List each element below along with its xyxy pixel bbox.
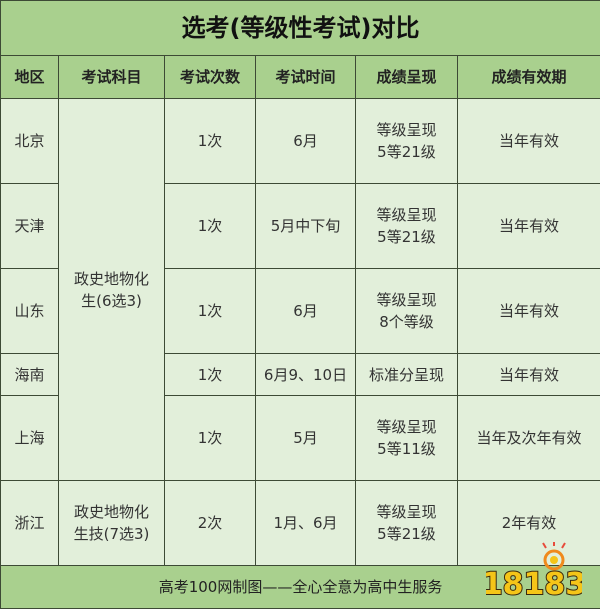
footer-credit: 高考100网制图——全心全意为高中生服务 (0, 565, 600, 609)
header-validity: 成绩有效期 (456, 55, 600, 99)
cell-times: 1次 (164, 268, 256, 354)
cell-times: 1次 (164, 183, 256, 269)
cell-times: 2次 (164, 480, 256, 566)
cell-times: 1次 (164, 353, 256, 396)
cell-date: 6月 (255, 268, 356, 354)
cell-score: 等级呈现 5等11级 (355, 395, 458, 481)
table-title: 选考(等级性考试)对比 (0, 0, 600, 56)
cell-validity: 2年有效 (456, 480, 600, 566)
cell-date: 5月中下旬 (255, 183, 356, 269)
table-row: 天津 1次 5月中下旬 等级呈现 5等21级 当年有效 (0, 183, 600, 269)
cell-score: 等级呈现 8个等级 (355, 268, 458, 354)
cell-region: 海南 (0, 353, 59, 396)
cell-validity: 当年有效 (456, 268, 600, 354)
cell-date: 6月 (255, 98, 356, 184)
cell-score: 标准分呈现 (355, 353, 458, 396)
table-row: 海南 1次 6月9、10日 标准分呈现 当年有效 (0, 353, 600, 396)
header-date: 考试时间 (255, 55, 356, 99)
header-times: 考试次数 (164, 55, 256, 99)
cell-region: 上海 (0, 395, 59, 481)
cell-date: 1月、6月 (255, 480, 356, 566)
cell-subjects: 政史地物化 生技(7选3) (58, 480, 165, 566)
cell-score: 等级呈现 5等21级 (355, 183, 458, 269)
cell-date: 6月9、10日 (255, 353, 356, 396)
cell-times: 1次 (164, 98, 256, 184)
svg-text:18183: 18183 (486, 567, 582, 602)
cell-region: 浙江 (0, 480, 59, 566)
cell-date: 5月 (255, 395, 356, 481)
cell-score: 等级呈现 5等21级 (355, 98, 458, 184)
cell-validity: 当年有效 (456, 183, 600, 269)
cell-region: 山东 (0, 268, 59, 354)
header-region: 地区 (0, 55, 59, 99)
cell-validity: 当年有效 (456, 98, 600, 184)
table-row: 北京 政史地物化 生(6选3) 1次 6月 等级呈现 5等21级 当年有效 (0, 98, 600, 481)
table-row: 浙江 政史地物化 生技(7选3) 2次 1月、6月 等级呈现 5等21级 2年有效 (0, 480, 600, 566)
header-subjects: 考试科目 (58, 55, 165, 99)
cell-subjects-merged: 政史地物化 生(6选3) (58, 98, 165, 481)
header-score: 成绩呈现 (355, 55, 458, 99)
cell-region: 天津 (0, 183, 59, 269)
cell-validity: 当年有效 (456, 353, 600, 396)
cell-score: 等级呈现 5等21级 (355, 480, 458, 566)
table-row: 上海 1次 5月 等级呈现 5等11级 当年及次年有效 (0, 395, 600, 481)
watermark-logo-icon: 18183 (486, 542, 582, 602)
table-row: 山东 1次 6月 等级呈现 8个等级 当年有效 (0, 268, 600, 354)
cell-validity: 当年及次年有效 (456, 395, 600, 481)
cell-times: 1次 (164, 395, 256, 481)
cell-region: 北京 (0, 98, 59, 184)
